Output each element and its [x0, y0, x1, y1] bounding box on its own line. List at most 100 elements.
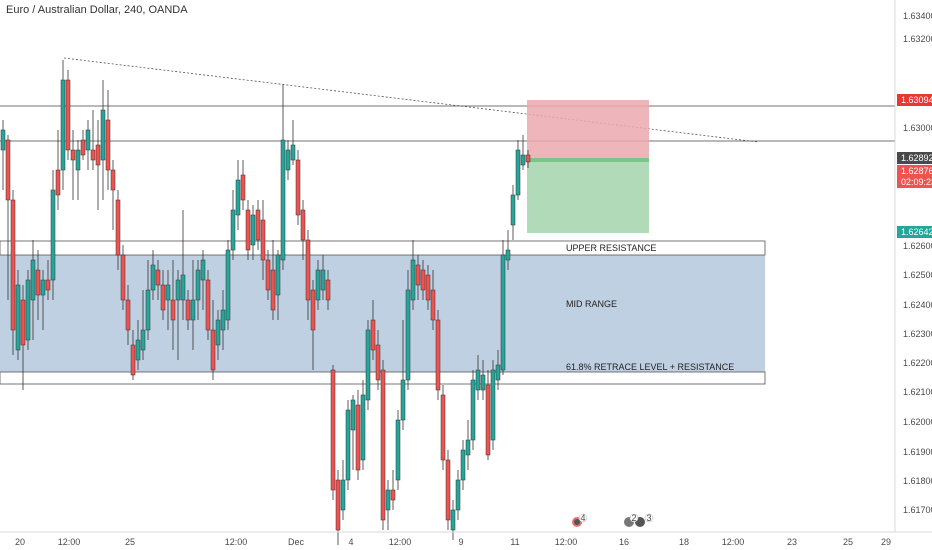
candle-body: [110, 169, 116, 191]
candle-body: [460, 449, 466, 481]
candle-body: [270, 269, 276, 311]
target-price-tag: [897, 226, 932, 238]
candle-body: [210, 329, 216, 371]
candle-body: [490, 369, 496, 441]
candle-body: [360, 394, 366, 461]
candle-body: [525, 154, 531, 163]
price-tick: 1.63000: [903, 123, 932, 133]
candle-body: [155, 269, 161, 286]
price-tick: 1.61900: [903, 447, 932, 457]
trend-line[interactable]: [63, 57, 759, 143]
candle-body: [120, 254, 126, 301]
candle-body: [190, 299, 196, 321]
price-tick: 1.63400: [903, 11, 932, 21]
time-axis[interactable]: 20 12:00 25 12:00 Dec 4 12:00 9 11 12:00 16 18 12:00…: [15, 537, 891, 547]
candle-body: [325, 279, 331, 301]
price-axis[interactable]: 1.63400 1.63200 1.63000 1.62600 1.62500 1.624…: [903, 11, 932, 515]
time-tick: 16: [619, 537, 629, 547]
price-tick: 1.63200: [903, 34, 932, 44]
time-tick: 12:00: [58, 537, 81, 547]
candle-body: [260, 219, 266, 261]
candle-body: [265, 259, 271, 291]
candle-body: [435, 319, 441, 391]
resistance-price-tag-text: 1.63094: [901, 95, 932, 105]
candle-body: [405, 289, 411, 381]
candle-body: [200, 259, 206, 281]
upper-resistance-box[interactable]: [0, 240, 766, 256]
countdown-tag-text: 02:09:23: [901, 177, 932, 187]
candle-body: [475, 369, 481, 391]
candle-body: [30, 259, 36, 301]
candle-body: [520, 154, 526, 166]
retrace-label: 61.8% RETRACE LEVEL + RESISTANCE: [566, 362, 734, 372]
time-tick: 18: [679, 537, 689, 547]
price-tick: 1.62400: [903, 300, 932, 310]
candle-body: [465, 439, 471, 456]
candle-body: [370, 319, 376, 351]
candle-body: [235, 179, 241, 216]
candle-body: [350, 399, 356, 431]
candle-body: [275, 254, 281, 296]
candle-body: [225, 249, 231, 321]
candle-body: [250, 214, 256, 246]
mid-range-zone[interactable]: [0, 255, 765, 372]
candle-body: [295, 159, 301, 216]
candle-body: [450, 509, 456, 531]
candle-body: [310, 289, 316, 331]
candle-body: [70, 149, 76, 161]
candle-body: [390, 489, 396, 501]
candle-body: [380, 369, 386, 521]
candle-body: [5, 139, 11, 201]
candle-body: [65, 79, 71, 151]
candles-group: [0, 60, 531, 545]
candle-body: [205, 279, 211, 331]
candle-body: [185, 299, 191, 321]
candle-body: [175, 279, 181, 301]
candle-body: [355, 404, 361, 471]
candle-body: [480, 374, 486, 391]
candle-body: [365, 329, 371, 401]
candle-body: [495, 364, 501, 381]
target-price-tag-text: 1.62642: [901, 227, 932, 237]
candle-body: [415, 264, 421, 286]
upper-resistance-label: UPPER RESISTANCE: [566, 243, 656, 253]
candle-body: [125, 299, 131, 331]
last-price-tag: [897, 152, 932, 164]
events-icon-group[interactable]: 4 2 3: [572, 513, 654, 527]
take-profit-zone[interactable]: [527, 160, 649, 233]
candle-body: [20, 299, 26, 346]
candle-body: [115, 199, 121, 256]
candle-body: [130, 344, 136, 376]
candle-body: [165, 284, 171, 301]
time-tick: 25: [843, 537, 853, 547]
candle-body: [25, 279, 31, 341]
candle-body: [340, 479, 346, 511]
candle-body: [100, 109, 106, 161]
time-tick: 4: [348, 537, 353, 547]
candle-body: [410, 259, 416, 301]
candle-body: [375, 344, 381, 381]
candle-body: [455, 479, 461, 511]
candle-body: [335, 479, 341, 531]
candle-body: [320, 269, 326, 291]
candle-body: [15, 284, 21, 351]
candle-body: [60, 79, 66, 171]
candle-body: [95, 144, 101, 166]
candle-body: [425, 274, 431, 301]
event-count-3: 3: [647, 513, 652, 523]
candle-body: [40, 279, 46, 296]
current-price-tag-text: 1.62876: [901, 166, 932, 176]
stop-loss-zone[interactable]: [527, 100, 649, 160]
entry-line[interactable]: [527, 158, 649, 162]
candle-body: [290, 144, 296, 161]
candle-body: [385, 489, 391, 511]
candle-body: [35, 269, 41, 296]
time-tick: 23: [787, 537, 797, 547]
candle-body: [150, 264, 156, 291]
candle-body: [430, 289, 436, 321]
candle-body: [0, 129, 6, 151]
time-tick: 25: [125, 537, 135, 547]
mid-range-label: MID RANGE: [566, 299, 617, 309]
